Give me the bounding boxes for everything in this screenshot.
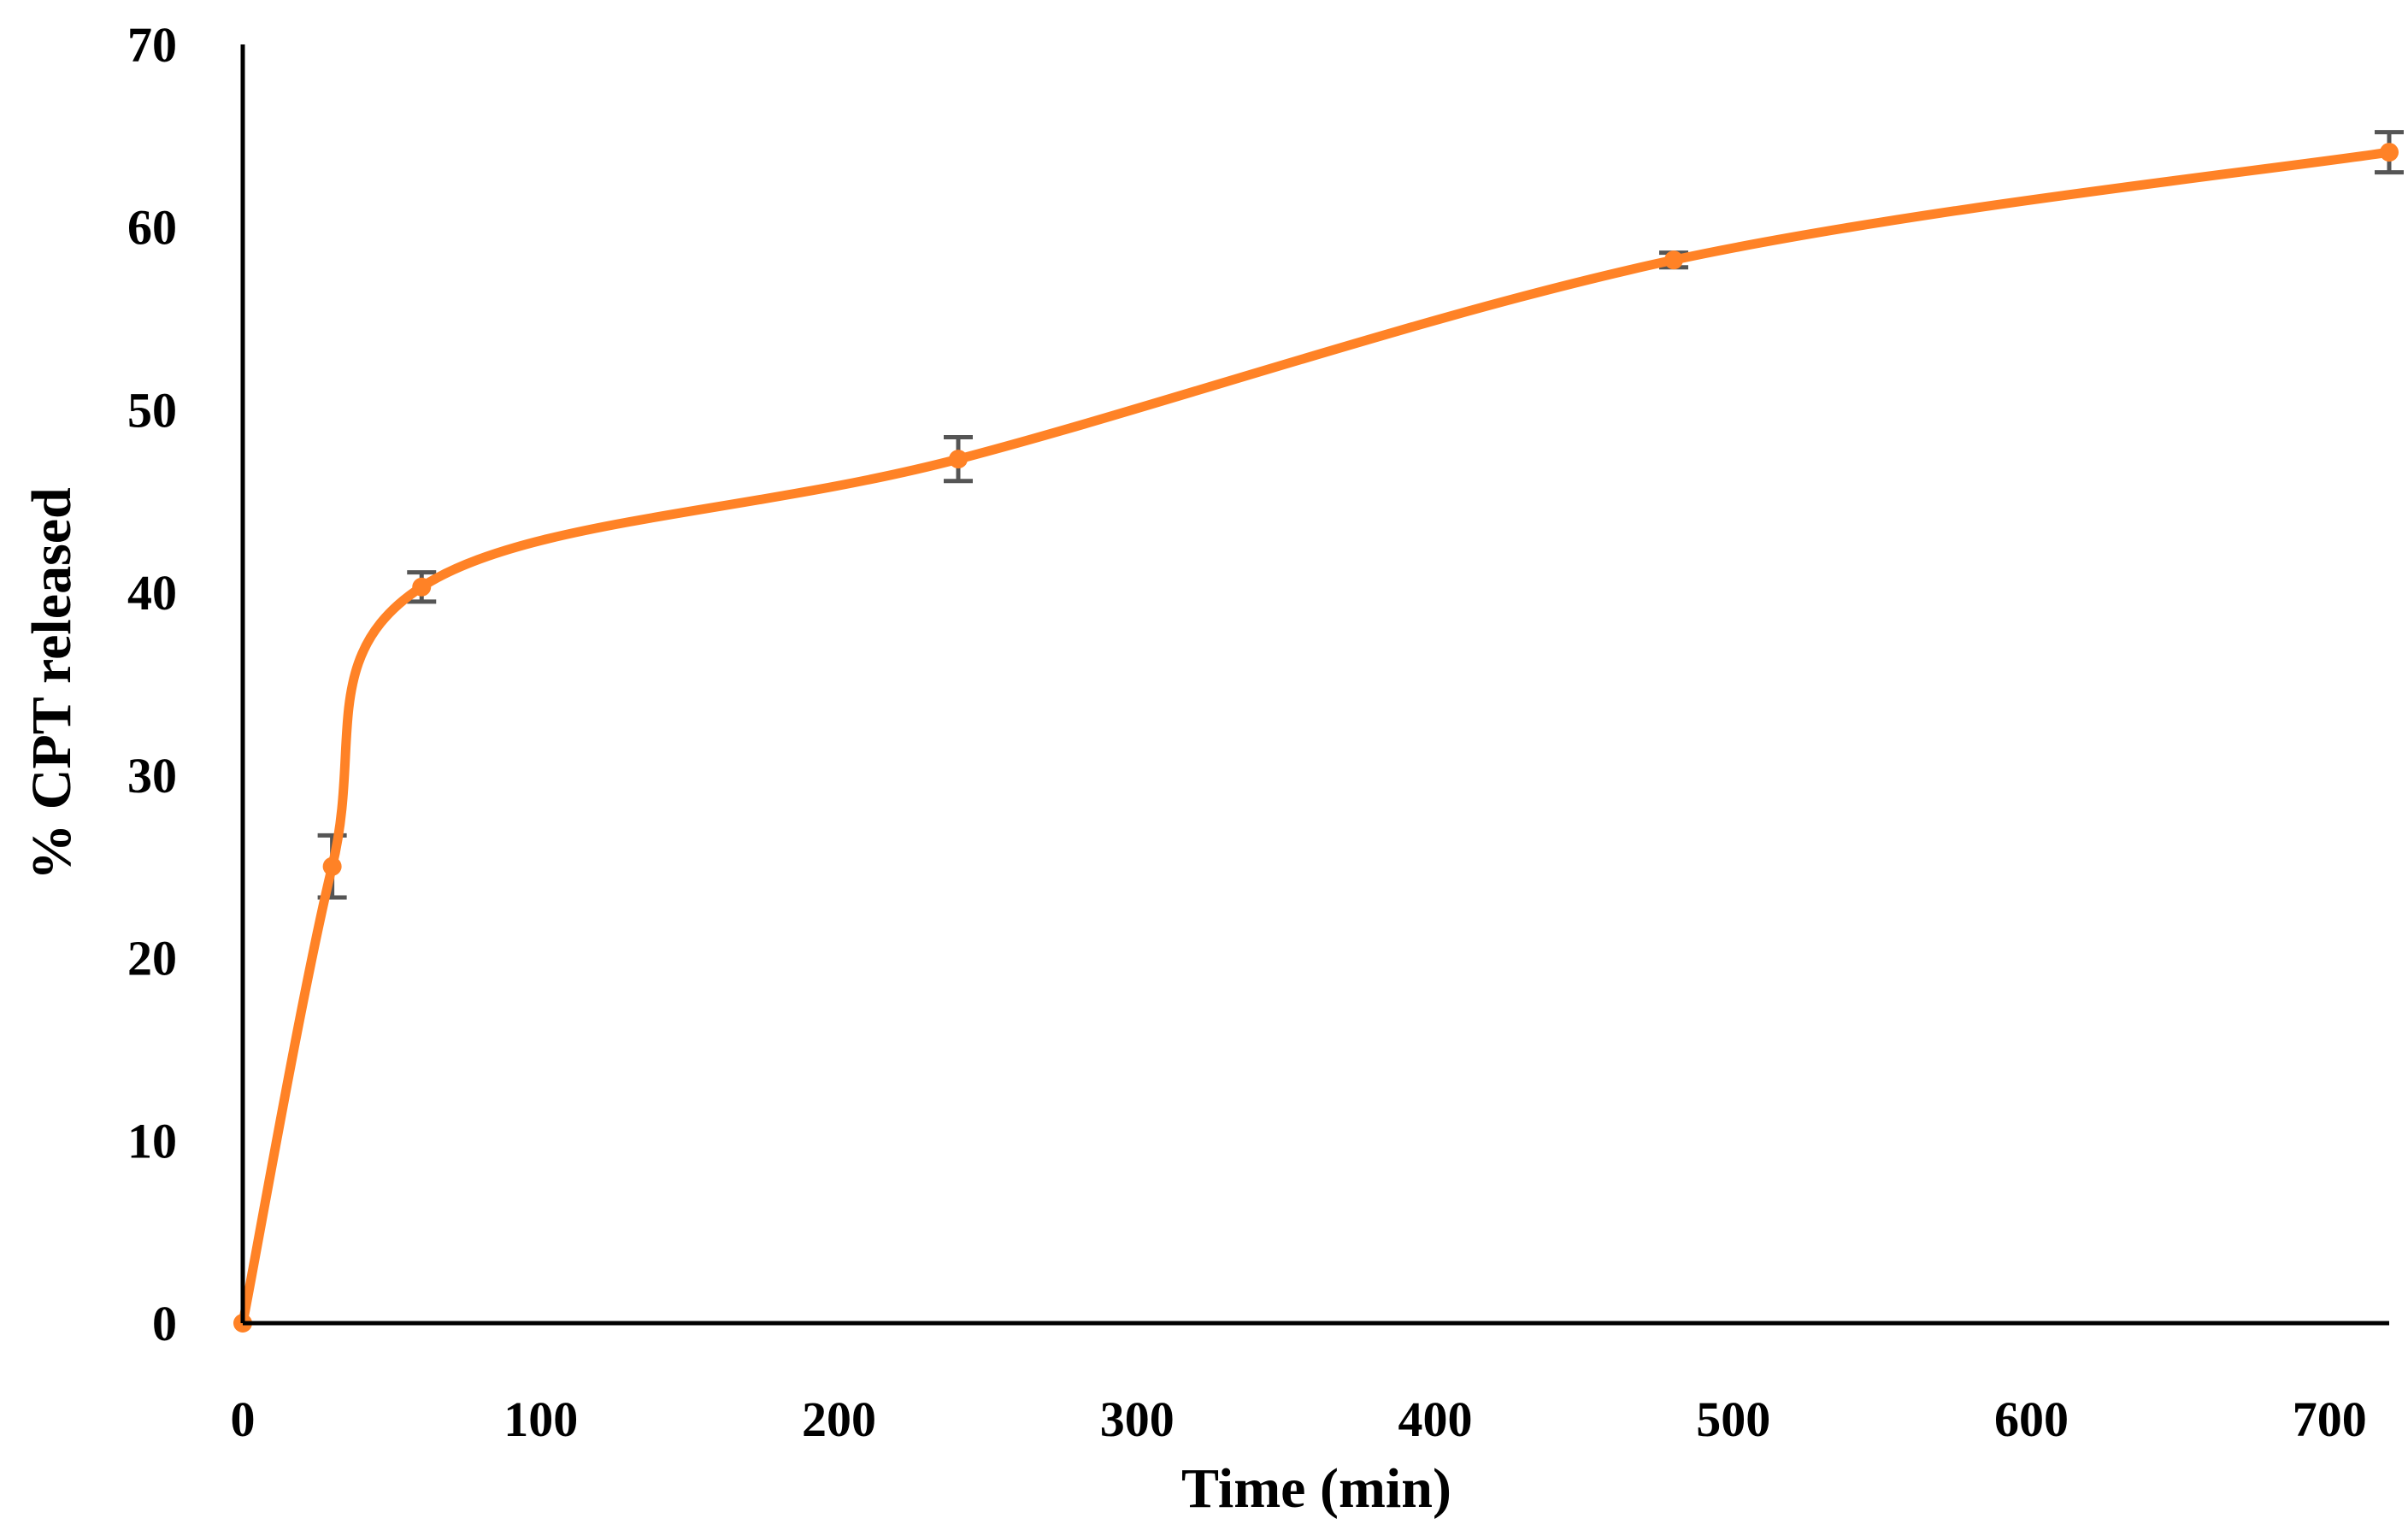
x-tick-label: 0 [231,1392,256,1447]
x-tick-label: 400 [1398,1392,1473,1447]
y-tick-label: 70 [127,17,177,73]
y-tick-label: 50 [127,382,177,438]
y-tick-label: 40 [127,565,177,621]
y-axis-title: % CPT released [21,487,83,880]
x-tick-labels: 0 100 200 300 400 500 600 700 [231,1392,2367,1447]
error-bars [317,130,2404,900]
data-point [1664,250,1683,270]
x-tick-label: 600 [1994,1392,2069,1447]
x-tick-label: 300 [1100,1392,1175,1447]
y-tick-label: 20 [127,931,177,986]
x-axis-title: Time (min) [1181,1457,1451,1520]
y-tick-labels: 0 10 20 30 40 50 60 70 [127,17,177,1351]
x-tick-label: 100 [503,1392,578,1447]
series-line [238,147,2394,1328]
data-markers [233,143,2399,1333]
x-tick-label: 200 [802,1392,876,1447]
data-point [949,450,968,469]
data-point [2380,143,2399,162]
x-tick-label: 700 [2293,1392,2367,1447]
y-tick-label: 0 [152,1296,177,1351]
y-tick-label: 60 [127,200,177,256]
data-point [412,577,432,597]
data-point [322,856,342,876]
y-tick-label: 10 [127,1113,177,1168]
y-tick-label: 30 [127,748,177,803]
x-tick-label: 500 [1696,1392,1770,1447]
